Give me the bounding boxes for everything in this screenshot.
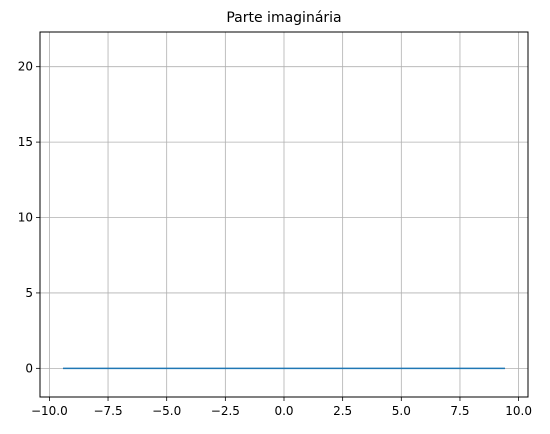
y-tick-label: 5 bbox=[25, 286, 33, 300]
x-tick-label: −2.5 bbox=[211, 404, 240, 418]
x-tick-label: 2.5 bbox=[333, 404, 352, 418]
x-tick-label: −10.0 bbox=[31, 404, 68, 418]
x-tick-label: 10.0 bbox=[505, 404, 532, 418]
x-tick-label: 5.0 bbox=[392, 404, 411, 418]
x-tick-label: −7.5 bbox=[93, 404, 122, 418]
x-tick-label: 0.0 bbox=[274, 404, 293, 418]
y-tick-label: 10 bbox=[18, 211, 33, 225]
y-tick-label: 15 bbox=[18, 135, 33, 149]
y-axis: 0 5 10 15 20 bbox=[18, 60, 40, 375]
chart-title: Parte imaginária bbox=[226, 10, 341, 26]
x-tick-label: 7.5 bbox=[450, 404, 469, 418]
y-tick-label: 20 bbox=[18, 60, 33, 74]
x-tick-label: −5.0 bbox=[152, 404, 181, 418]
x-axis: −10.0 −7.5 −5.0 −2.5 0.0 2.5 5.0 7.5 10.0 bbox=[31, 397, 532, 418]
y-tick-label: 0 bbox=[25, 361, 33, 375]
